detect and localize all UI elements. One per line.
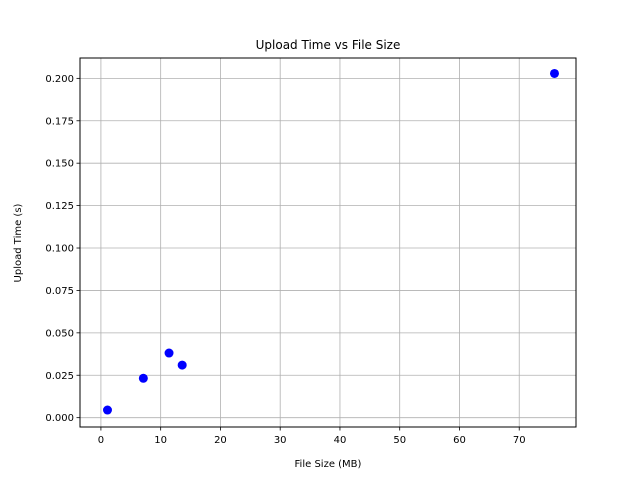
x-tick-label: 40 bbox=[334, 435, 347, 446]
data-point bbox=[138, 373, 148, 383]
data-point bbox=[177, 360, 187, 370]
y-tick-label: 0.025 bbox=[45, 371, 74, 382]
x-tick-label: 50 bbox=[393, 435, 406, 446]
y-tick-label: 0.200 bbox=[45, 74, 74, 85]
x-tick-label: 70 bbox=[513, 435, 526, 446]
y-tick-label: 0.050 bbox=[45, 328, 74, 339]
x-tick-label: 20 bbox=[214, 435, 227, 446]
y-tick-label: 0.100 bbox=[45, 244, 74, 255]
x-axis-label: File Size (MB) bbox=[295, 459, 362, 470]
x-axis-ticks: 0 10 20 30 40 50 60 70 bbox=[98, 427, 526, 446]
chart-title: Upload Time vs File Size bbox=[256, 38, 401, 52]
y-tick-label: 0.075 bbox=[45, 286, 74, 297]
y-tick-label: 0.150 bbox=[45, 159, 74, 170]
x-tick-label: 10 bbox=[154, 435, 167, 446]
y-tick-label: 0.000 bbox=[45, 413, 74, 424]
x-tick-label: 0 bbox=[98, 435, 104, 446]
x-tick-label: 30 bbox=[274, 435, 287, 446]
x-tick-label: 60 bbox=[453, 435, 466, 446]
y-axis-ticks: 0.000 0.025 0.050 0.075 0.100 0.125 0.150 0.175… bbox=[45, 74, 80, 424]
plot-frame bbox=[79, 57, 577, 428]
data-points bbox=[102, 68, 559, 415]
y-axis-label: Upload Time (s) bbox=[13, 203, 24, 282]
grid bbox=[80, 58, 576, 427]
y-tick-label: 0.125 bbox=[45, 201, 74, 212]
data-point bbox=[164, 348, 174, 358]
y-tick-label: 0.175 bbox=[45, 116, 74, 127]
data-point bbox=[549, 68, 559, 78]
data-point bbox=[102, 405, 112, 415]
